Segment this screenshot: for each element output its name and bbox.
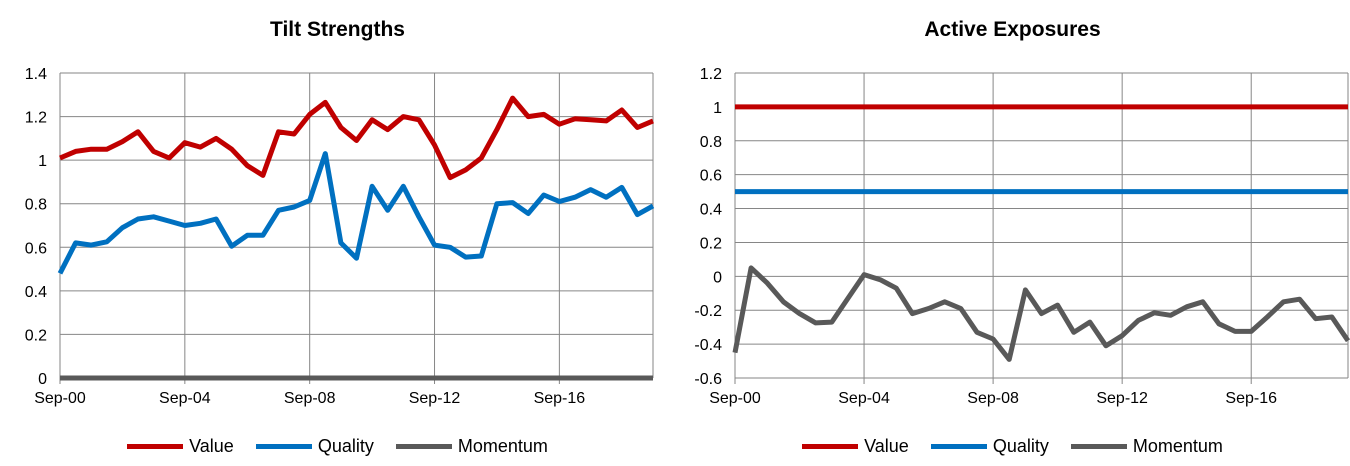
legend-item-quality: Quality <box>255 436 374 457</box>
legend-label: Value <box>189 436 234 456</box>
series-quality-line <box>57 151 655 275</box>
y-tick-label: 0.8 <box>700 134 722 151</box>
y-tick-label: 0.4 <box>700 202 722 219</box>
x-tick-label: Sep-04 <box>159 390 211 407</box>
y-tick-label: 0.6 <box>700 168 722 185</box>
y-tick-label: 1.2 <box>700 66 722 83</box>
legend-swatch <box>802 444 859 449</box>
y-tick-label: 1.4 <box>25 66 47 83</box>
series-value-line <box>59 95 654 181</box>
x-tick-label: Sep-08 <box>967 390 1019 407</box>
gridlines <box>59 72 654 384</box>
y-tick-label: 0.4 <box>25 284 47 301</box>
active-exposures-chart: Active Exposures -0.6 -0.4 -0.2 0 0.2 0.4 0.6 0… <box>675 0 1350 461</box>
legend-item-momentum: Momentum <box>1070 436 1223 457</box>
x-tick-label: Sep-00 <box>34 390 86 407</box>
chart-legend: Value Quality Momentum <box>0 436 675 457</box>
y-tick-label: 0.6 <box>25 240 47 257</box>
x-tick-label: Sep-16 <box>1225 390 1277 407</box>
chart-legend: Value Quality Momentum <box>675 436 1350 457</box>
legend-swatch <box>395 444 452 449</box>
y-tick-label: -0.6 <box>694 371 722 388</box>
x-tick-label: Sep-16 <box>534 390 586 407</box>
legend-item-value: Value <box>802 436 909 457</box>
legend-swatch <box>255 444 312 449</box>
legend-item-value: Value <box>127 436 234 457</box>
x-tick-label: Sep-12 <box>409 390 461 407</box>
x-tick-label: Sep-00 <box>709 390 761 407</box>
legend-item-momentum: Momentum <box>395 436 548 457</box>
y-tick-label: -0.4 <box>694 337 722 354</box>
y-tick-label: 0.2 <box>700 235 722 252</box>
legend-swatch <box>127 444 184 449</box>
tilt-strengths-chart: Tilt Strengths 0 0.2 0.4 0.6 0.8 1 1.2 1.4 Sep-0… <box>0 0 675 461</box>
legend-item-quality: Quality <box>930 436 1049 457</box>
y-tick-label: 0.8 <box>25 197 47 214</box>
series-momentum-line <box>732 265 1350 362</box>
y-tick-label: 0 <box>713 269 722 286</box>
chart-title: Active Exposures <box>924 18 1101 41</box>
x-tick-label: Sep-04 <box>838 390 890 407</box>
legend-label: Quality <box>317 436 374 456</box>
y-tick-label: 1 <box>38 153 47 170</box>
y-tick-label: 0 <box>38 371 47 388</box>
gridlines <box>734 72 1349 384</box>
y-tick-label: -0.2 <box>694 303 722 320</box>
chart-title: Tilt Strengths <box>270 18 405 41</box>
active-exposures-plot: -0.6 -0.4 -0.2 0 0.2 0.4 0.6 0.8 1 1.2 Sep-00 Sep-0… <box>694 66 1350 407</box>
y-tick-label: 1 <box>713 100 722 117</box>
x-tick-label: Sep-08 <box>284 390 336 407</box>
legend-label: Quality <box>992 436 1049 456</box>
legend-label: Momentum <box>1132 436 1223 456</box>
tilt-strengths-plot: 0 0.2 0.4 0.6 0.8 1 1.2 1.4 Sep-00 Sep-04 Sep-08 Se… <box>25 66 655 407</box>
legend-label: Value <box>864 436 909 456</box>
y-tick-label: 1.2 <box>25 110 47 127</box>
x-tick-label: Sep-12 <box>1096 390 1148 407</box>
legend-swatch <box>1070 444 1127 449</box>
legend-swatch <box>930 444 987 449</box>
y-tick-label: 0.2 <box>25 327 47 344</box>
legend-label: Momentum <box>457 436 548 456</box>
